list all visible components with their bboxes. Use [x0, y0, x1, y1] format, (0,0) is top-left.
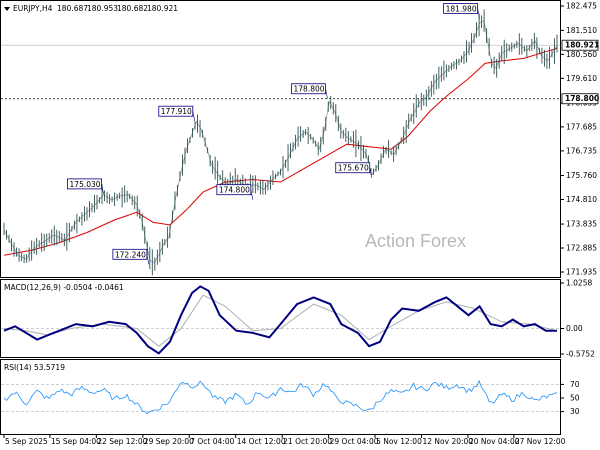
x-tick-label: 20 Nov 04:00: [469, 437, 520, 446]
price-y-tick-label: 173.835: [566, 220, 597, 229]
annotation-label: 174.800: [219, 186, 250, 195]
macd-y-tick-label: -0.5752: [566, 350, 595, 359]
annotation-label: 177.910: [161, 107, 192, 116]
ohlc-high: 180.953: [87, 4, 118, 13]
price-y-tick-label: 179.610: [566, 74, 597, 83]
current-price-tag-box: [561, 39, 599, 51]
rsi-panel-frame: [0, 359, 561, 435]
price-y-tick-label: 175.760: [566, 171, 597, 180]
macd-y-axis: 1.0258 0.00 -0.5752: [560, 279, 595, 359]
price-title: EURJPY,H4 180.687 180.953 180.682 180.92…: [4, 4, 178, 13]
price-y-tick-label: 171.935: [566, 268, 597, 277]
x-tick-label: 7 Oct 04:00: [190, 437, 234, 446]
macd-title: MACD(12,26,9) -0.0504 -0.0461: [4, 283, 124, 292]
annotation-label: 175.030: [70, 180, 101, 189]
annotation-label: 175.670: [338, 164, 369, 173]
macd-y-tick-label: 0.00: [566, 324, 583, 333]
macd-y-tick-label: 1.0258: [566, 279, 592, 288]
x-tick-label: 27 Nov 12:00: [515, 437, 566, 446]
macd-panel-frame: [0, 279, 561, 358]
ohlc-open: 180.687: [57, 4, 88, 13]
ohlc-low: 180.682: [117, 4, 148, 13]
price-y-tick-label: 181.510: [566, 26, 597, 35]
price-y-tick-label: 176.735: [566, 146, 597, 155]
price-y-axis: 171.935 172.885 173.835 174.810 175.760 176.7…: [560, 2, 599, 277]
price-y-tick-label: 182.475: [566, 2, 597, 11]
x-tick-label: 14 Oct 12:00: [237, 437, 286, 446]
annotation-leader: [146, 254, 150, 265]
rsi-y-tick-label: 30: [570, 407, 580, 416]
current-price-tag: 180.921: [565, 41, 599, 50]
moving-average-line: [3, 47, 558, 256]
rsi-y-tick-label: 50: [570, 394, 580, 403]
price-series: [3, 9, 558, 276]
price-y-tick-label: 177.685: [566, 122, 597, 131]
x-tick-label: 21 Oct 20:00: [283, 437, 332, 446]
annotation-leader: [477, 8, 480, 19]
rsi-line: [3, 379, 558, 415]
annotation-leader: [250, 189, 254, 200]
price-y-tick-label: 172.885: [566, 244, 597, 253]
annotation-leader: [101, 183, 104, 194]
rsi-title: RSI(14) 53.5719: [4, 363, 65, 372]
watermark: Action Forex: [365, 231, 466, 251]
macd-series: [3, 285, 558, 355]
x-tick-label: 5 Nov 12:00: [376, 437, 422, 446]
ohlc-close: 180.921: [147, 4, 178, 13]
annotation-leader: [325, 88, 328, 99]
price-close-line: [3, 19, 558, 264]
rsi-y-axis: 70 50 30: [560, 380, 580, 416]
annotation-label: 178.800: [294, 85, 325, 94]
price-panel-frame: [0, 0, 561, 278]
rsi-y-tick-label: 70: [570, 380, 580, 389]
annotation-label: 172.240: [115, 250, 146, 259]
x-tick-label: 29 Sep 20:00: [144, 437, 194, 446]
level-price-tag: 178.800: [565, 94, 599, 103]
rsi-grid: [1, 384, 560, 412]
rsi-series: [3, 379, 558, 415]
annotation-label: 181.980: [446, 4, 477, 13]
annotation-leader: [369, 167, 373, 178]
price-y-tick-label: 180.560: [566, 50, 597, 59]
chevron-down-icon[interactable]: [4, 7, 10, 11]
x-tick-label: 22 Sep 12:00: [97, 437, 147, 446]
x-tick-label: 12 Nov 20:00: [423, 437, 474, 446]
price-annotations: 175.030 172.240 177.910 174.800 178.800 175.6…: [67, 3, 480, 265]
annotation-leader: [192, 111, 196, 122]
macd-main-line: [3, 285, 557, 355]
x-tick-label: 5 Sep 2025: [5, 437, 48, 446]
level-price-tag-box: [561, 93, 599, 105]
price-y-tick-label: 174.810: [566, 195, 597, 204]
ma-line: [3, 47, 558, 256]
x-tick-label: 15 Sep 04:00: [51, 437, 101, 446]
x-tick-label: 29 Oct 04:00: [330, 437, 379, 446]
symbol-label: EURJPY,H4: [13, 4, 53, 13]
